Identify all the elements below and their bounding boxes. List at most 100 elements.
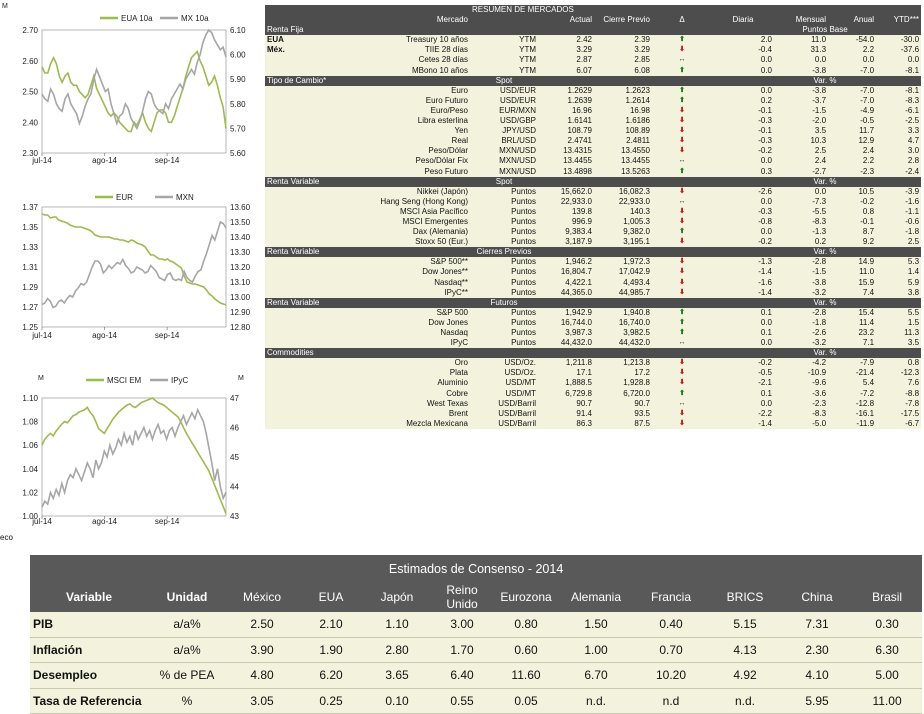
row-annual: 7.1 xyxy=(828,338,877,349)
consensus-col-header: China xyxy=(782,582,852,612)
legend-label: EUA 10a xyxy=(121,14,153,23)
row-unit: MXN/USD xyxy=(470,156,538,167)
row-ytd: 5.5 xyxy=(876,307,922,318)
row-actual: 15,662.0 xyxy=(538,186,594,197)
header-spacer xyxy=(828,5,922,16)
row-actual: 16,744.0 xyxy=(538,317,594,328)
consensus-value: 0.30 xyxy=(852,612,923,638)
row-region xyxy=(265,328,305,339)
section-var-label: Var. % xyxy=(774,348,877,359)
row-ytd: -12.3 xyxy=(876,368,922,379)
row-name: Euro xyxy=(305,85,470,96)
y-right-tick-label: 13.60 xyxy=(230,203,251,212)
row-monthly: -2.8 xyxy=(774,257,829,268)
row-daily: -2.6 xyxy=(712,186,774,197)
y-left-tick-label: 2.60 xyxy=(22,57,38,66)
row-daily: 2.0 xyxy=(712,35,774,46)
section-spacer xyxy=(538,25,774,36)
row-actual: 90.7 xyxy=(538,398,594,409)
consensus-row: PIB a/a% 2.50 2.10 1.10 3.00 0.80 1.50 0.40 5.15 7… xyxy=(30,612,923,638)
consensus-col-header: BRICS xyxy=(708,582,782,612)
consensus-value: 4.92 xyxy=(708,662,782,689)
market-title: RESUMEN DE MERCADOS xyxy=(470,5,829,16)
consensus-value: 6.40 xyxy=(430,662,494,689)
row-monthly: -7.3 xyxy=(774,196,829,207)
row-daily: 0.0 xyxy=(712,227,774,238)
row-prev: 3.29 xyxy=(594,45,652,56)
section-spacer xyxy=(876,176,922,187)
consensus-variable: PIB xyxy=(30,612,148,638)
section-var-label: Var. % xyxy=(774,75,877,86)
chart-bonds: 2.70 2.60 2.50 2.40 2.30 6.10 6.00 5.90 5.80 5.70… xyxy=(0,0,262,170)
row-monthly: -3.2 xyxy=(774,338,829,349)
row-region xyxy=(265,358,305,369)
left-unit-label: M xyxy=(38,375,44,382)
row-unit: Puntos xyxy=(470,196,538,207)
series-line-ipyc xyxy=(41,407,227,508)
row-ytd: -1.8 xyxy=(876,227,922,238)
direction-flat-icon: ↔ xyxy=(652,398,712,409)
row-name: S&P 500 xyxy=(305,307,470,318)
row-name: Nasdaq** xyxy=(305,277,470,288)
row-annual: -7.0 xyxy=(828,95,877,106)
y-left-tick-label: 1.31 xyxy=(22,263,38,272)
row-actual: 1.2629 xyxy=(538,85,594,96)
row-actual: 16,804.7 xyxy=(538,267,594,278)
legend-label: EUR xyxy=(116,193,133,202)
section-spacer xyxy=(876,75,922,86)
row-monthly: 0.0 xyxy=(774,55,829,66)
section-spacer xyxy=(538,247,774,258)
row-unit: USD/EUR xyxy=(470,85,538,96)
row-daily: 0.0 xyxy=(712,196,774,207)
section-var-label: Puntos Base xyxy=(774,25,877,36)
row-annual: 15.4 xyxy=(828,307,877,318)
row-actual: 1,942.9 xyxy=(538,307,594,318)
direction-down-icon: ⬇ xyxy=(652,368,712,379)
market-row: Peso/Dólar MXN/USD 13.4315 13.4550 ⬇ -0.2 2.5 2… xyxy=(265,146,922,157)
consensus-col-header: Reino Unido xyxy=(430,582,494,612)
row-region xyxy=(265,206,305,217)
row-prev: 93.5 xyxy=(594,408,652,419)
row-name: S&P 500** xyxy=(305,257,470,268)
row-annual: 15.9 xyxy=(828,277,877,288)
row-prev: 1,005.3 xyxy=(594,216,652,228)
x-tick-label: jul-14 xyxy=(31,331,52,340)
row-actual: 13.4898 xyxy=(538,166,594,177)
direction-down-icon: ⬇ xyxy=(652,146,712,157)
row-monthly: -3.6 xyxy=(774,388,829,399)
row-daily: -0.1 xyxy=(712,105,774,117)
y-right-tick-label: 5.70 xyxy=(230,124,246,133)
row-unit: Puntos xyxy=(470,277,538,288)
consensus-value: 0.10 xyxy=(364,688,430,714)
x-tick-label: sep-14 xyxy=(155,517,180,526)
consensus-col-header: México xyxy=(226,582,298,612)
direction-flat-icon: ↔ xyxy=(652,55,712,66)
col-header-actual: Actual xyxy=(538,15,594,26)
direction-down-icon: ⬇ xyxy=(652,418,712,429)
row-actual: 3.29 xyxy=(538,45,594,56)
y-right-tick-label: 13.00 xyxy=(230,293,251,302)
row-prev: 6.08 xyxy=(594,65,652,76)
y-left-tick-label: 2.40 xyxy=(22,118,38,127)
row-actual: 1,211.8 xyxy=(538,358,594,369)
row-actual: 44,432.0 xyxy=(538,338,594,349)
y-right-tick-label: 6.10 xyxy=(230,26,246,35)
row-ytd: -2.4 xyxy=(876,166,922,177)
row-region xyxy=(265,277,305,288)
consensus-table: Estimados de Consenso - 2014 Variable Uni… xyxy=(30,555,923,714)
row-ytd: -1.1 xyxy=(876,206,922,217)
consensus-col-header: Eurozona xyxy=(494,582,558,612)
row-actual: 1,946.2 xyxy=(538,257,594,268)
col-header-anual: Anual xyxy=(828,15,877,26)
row-daily: 0.1 xyxy=(712,328,774,339)
row-actual: 13.4315 xyxy=(538,146,594,157)
direction-up-icon: ⬆ xyxy=(652,317,712,328)
row-unit: YTM xyxy=(470,55,538,66)
direction-up-icon: ⬆ xyxy=(652,85,712,96)
plot-frame xyxy=(41,29,227,154)
row-name: Dow Jones xyxy=(305,317,470,328)
consensus-col-header: Francia xyxy=(634,582,708,612)
row-unit: JPY/USD xyxy=(470,126,538,137)
market-row: Stoxx 50 (Eur.) Puntos 3,187.9 3,195.1 ⬇ -0.2… xyxy=(265,237,922,248)
direction-up-icon: ⬆ xyxy=(652,307,712,318)
